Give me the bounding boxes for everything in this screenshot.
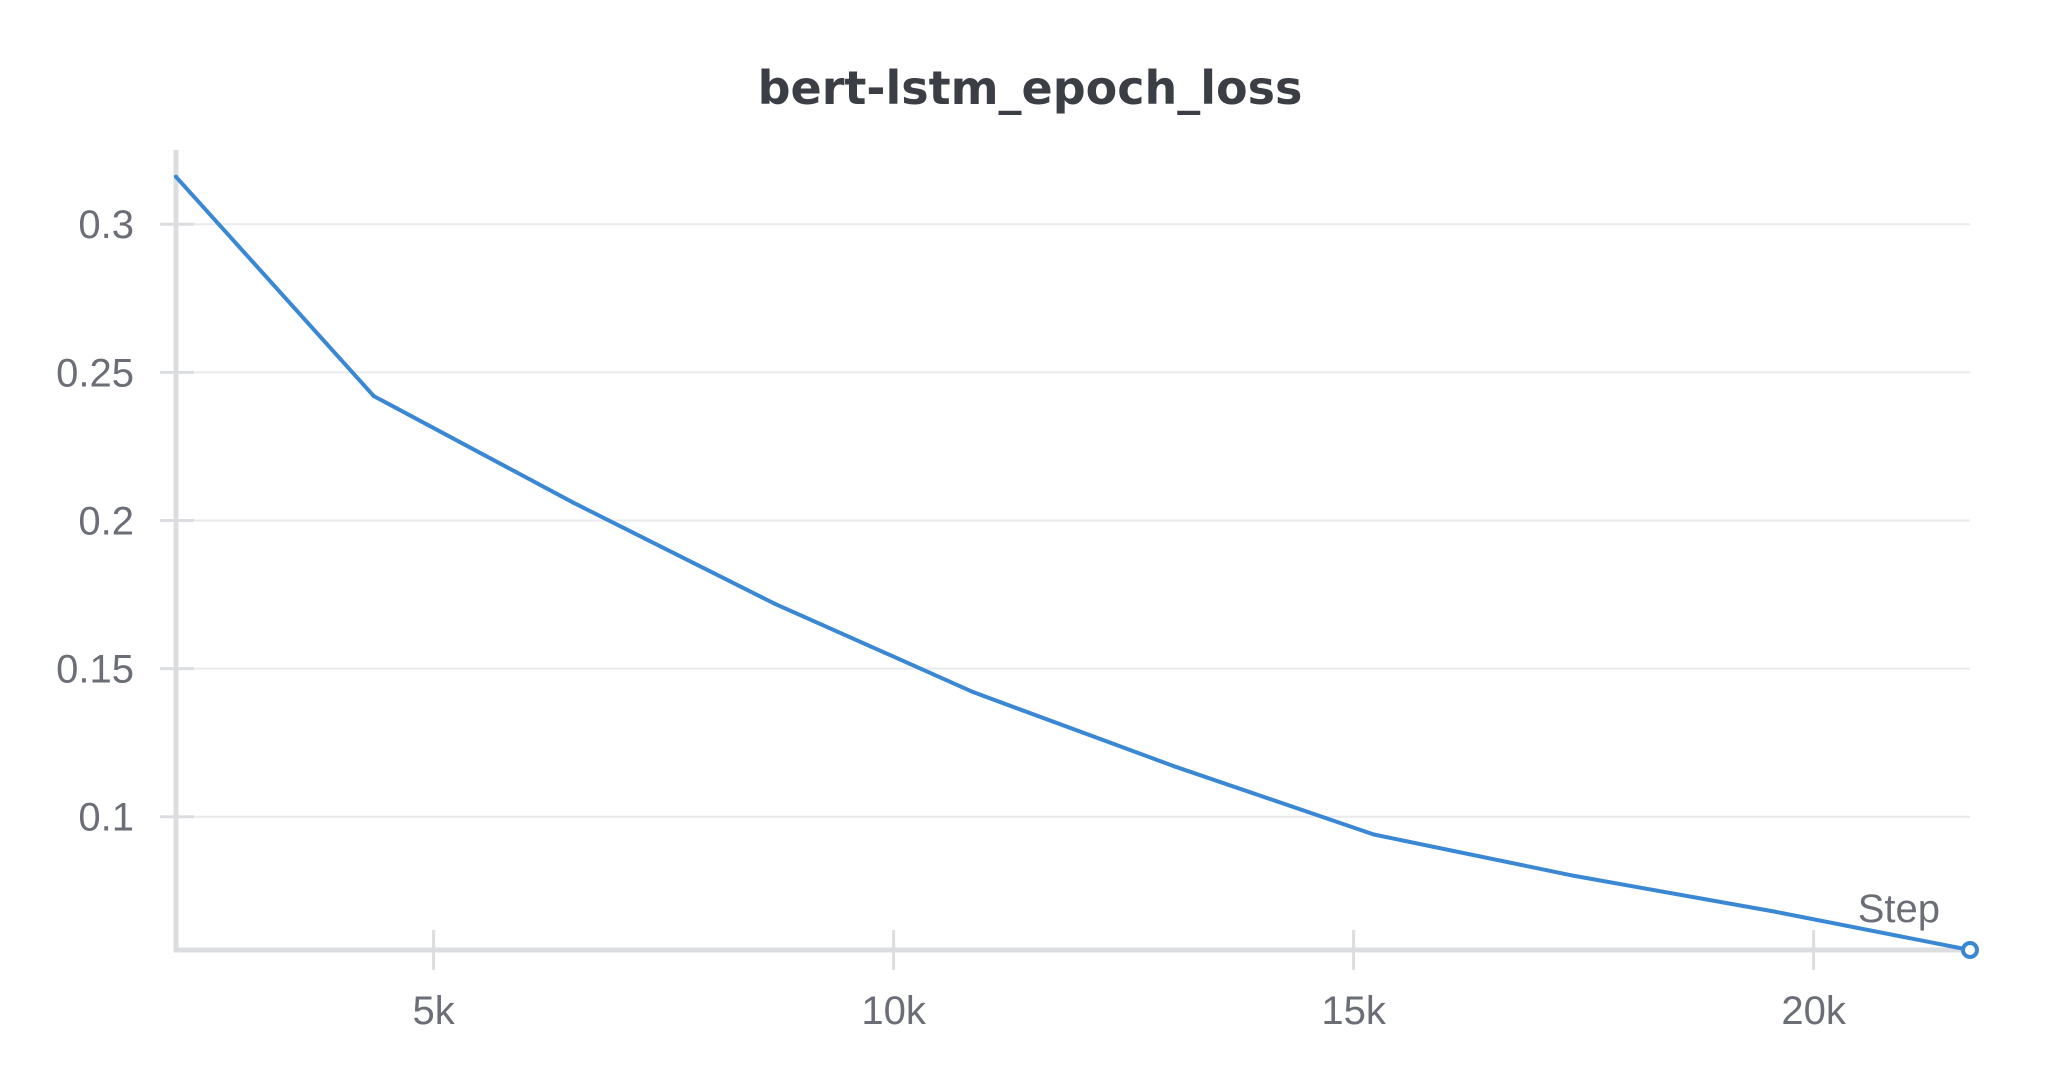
series-line — [174, 174, 1972, 952]
data-point — [772, 601, 776, 606]
axes — [173, 150, 1970, 953]
y-tick-label: 0.2 — [78, 499, 134, 543]
data-point — [1961, 941, 1979, 959]
y-tick-label: 0.1 — [78, 796, 134, 840]
y-tick-label: 0.15 — [56, 648, 134, 692]
x-axis-ticks: 5k 10k 15k 20k — [412, 930, 1847, 1033]
grid-lines — [176, 223, 1970, 818]
chart-title: bert-lstm_epoch_loss — [758, 61, 1303, 115]
data-point — [571, 500, 576, 505]
data-point — [1772, 909, 1777, 914]
data-point — [1572, 873, 1577, 878]
data-point — [174, 174, 178, 179]
series-layer — [174, 174, 1979, 959]
y-tick-label: 0.25 — [56, 351, 134, 395]
x-tick-label: 10k — [861, 989, 926, 1033]
data-point — [1172, 764, 1177, 769]
data-point — [371, 394, 376, 399]
x-tick-label: 5k — [412, 989, 455, 1033]
y-axis-ticks: 0.1 0.15 0.2 0.25 0.3 — [56, 203, 194, 840]
x-tick-label: 20k — [1781, 989, 1846, 1033]
y-tick-label: 0.3 — [78, 203, 134, 247]
data-point — [1371, 832, 1376, 837]
x-axis-label: Step — [1858, 887, 1940, 931]
x-tick-label: 15k — [1321, 989, 1386, 1033]
data-point — [971, 690, 976, 695]
